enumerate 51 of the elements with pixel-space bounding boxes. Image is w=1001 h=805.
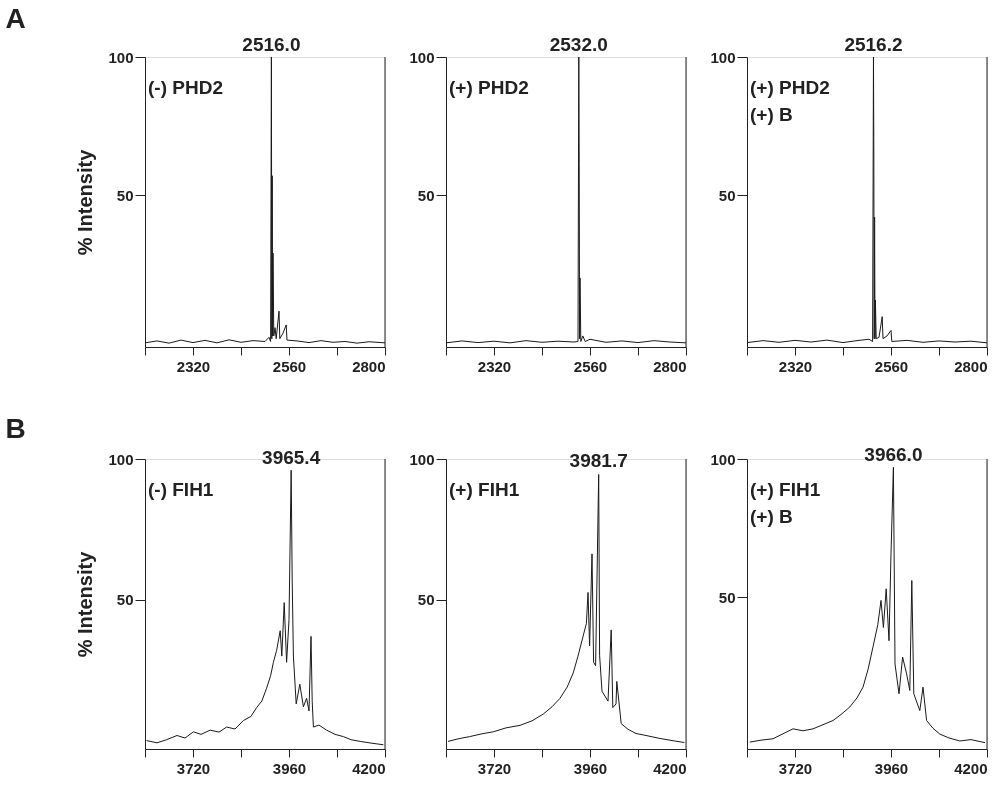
y-tick-label: 100	[710, 450, 736, 468]
y-tick-label: 50	[417, 591, 435, 609]
x-tick-label: 2800	[352, 357, 386, 375]
y-tick-label: 100	[409, 48, 435, 66]
x-tick-label: 2320	[477, 357, 512, 375]
x-tick-label: 2800	[653, 357, 687, 375]
x-tick-label: 4200	[954, 759, 988, 777]
line-series	[445, 56, 687, 344]
annotation: (+) PHD2	[750, 77, 830, 98]
x-tick-label: 4200	[653, 759, 687, 777]
x-tick-label: 2320	[176, 357, 211, 375]
x-tick-label: 3720	[477, 759, 512, 777]
y-tick-label: 50	[417, 186, 435, 204]
y-tick-label: 100	[108, 450, 134, 468]
x-tick-label: 4200	[352, 759, 386, 777]
chart-title: A	[5, 2, 26, 34]
line-series	[746, 56, 988, 344]
annotation: (+) FIH1	[449, 479, 520, 500]
annotation: (+) B	[750, 506, 793, 527]
annotation: 2532.0	[549, 34, 608, 55]
y-tick-label: 50	[116, 591, 134, 609]
annotation: (-) PHD2	[148, 77, 223, 98]
y-tick-label: 100	[409, 450, 435, 468]
x-tick-label: 3960	[573, 759, 608, 777]
y-axis-title: % Intensity	[74, 148, 97, 256]
y-axis-title: % Intensity	[74, 550, 97, 658]
line-series	[144, 56, 386, 344]
x-tick-label: 2560	[573, 357, 608, 375]
annotation: 2516.2	[844, 34, 903, 55]
chart-title: B	[5, 412, 26, 444]
y-tick-label: 100	[710, 48, 736, 66]
annotation: (+) PHD2	[449, 77, 529, 98]
annotation: 3966.0	[864, 444, 923, 466]
annotation: (+) B	[750, 104, 793, 125]
x-tick-label: 2320	[778, 357, 813, 375]
annotation: 3965.4	[262, 447, 321, 469]
x-tick-label: 2800	[954, 357, 988, 375]
y-tick-label: 50	[718, 186, 736, 204]
x-tick-label: 2560	[874, 357, 909, 375]
x-tick-label: 2560	[272, 357, 307, 375]
annotation: (-) FIH1	[148, 479, 214, 500]
x-tick-label: 3720	[176, 759, 211, 777]
x-tick-label: 3960	[874, 759, 909, 777]
annotation: (+) FIH1	[750, 479, 821, 500]
annotation: 2516.0	[242, 34, 301, 55]
y-tick-label: 50	[116, 186, 134, 204]
x-tick-label: 3720	[778, 759, 813, 777]
y-tick-label: 100	[108, 48, 134, 66]
y-tick-label: 50	[718, 588, 736, 606]
annotation: 3981.7	[569, 450, 628, 472]
x-tick-label: 3960	[272, 759, 307, 777]
